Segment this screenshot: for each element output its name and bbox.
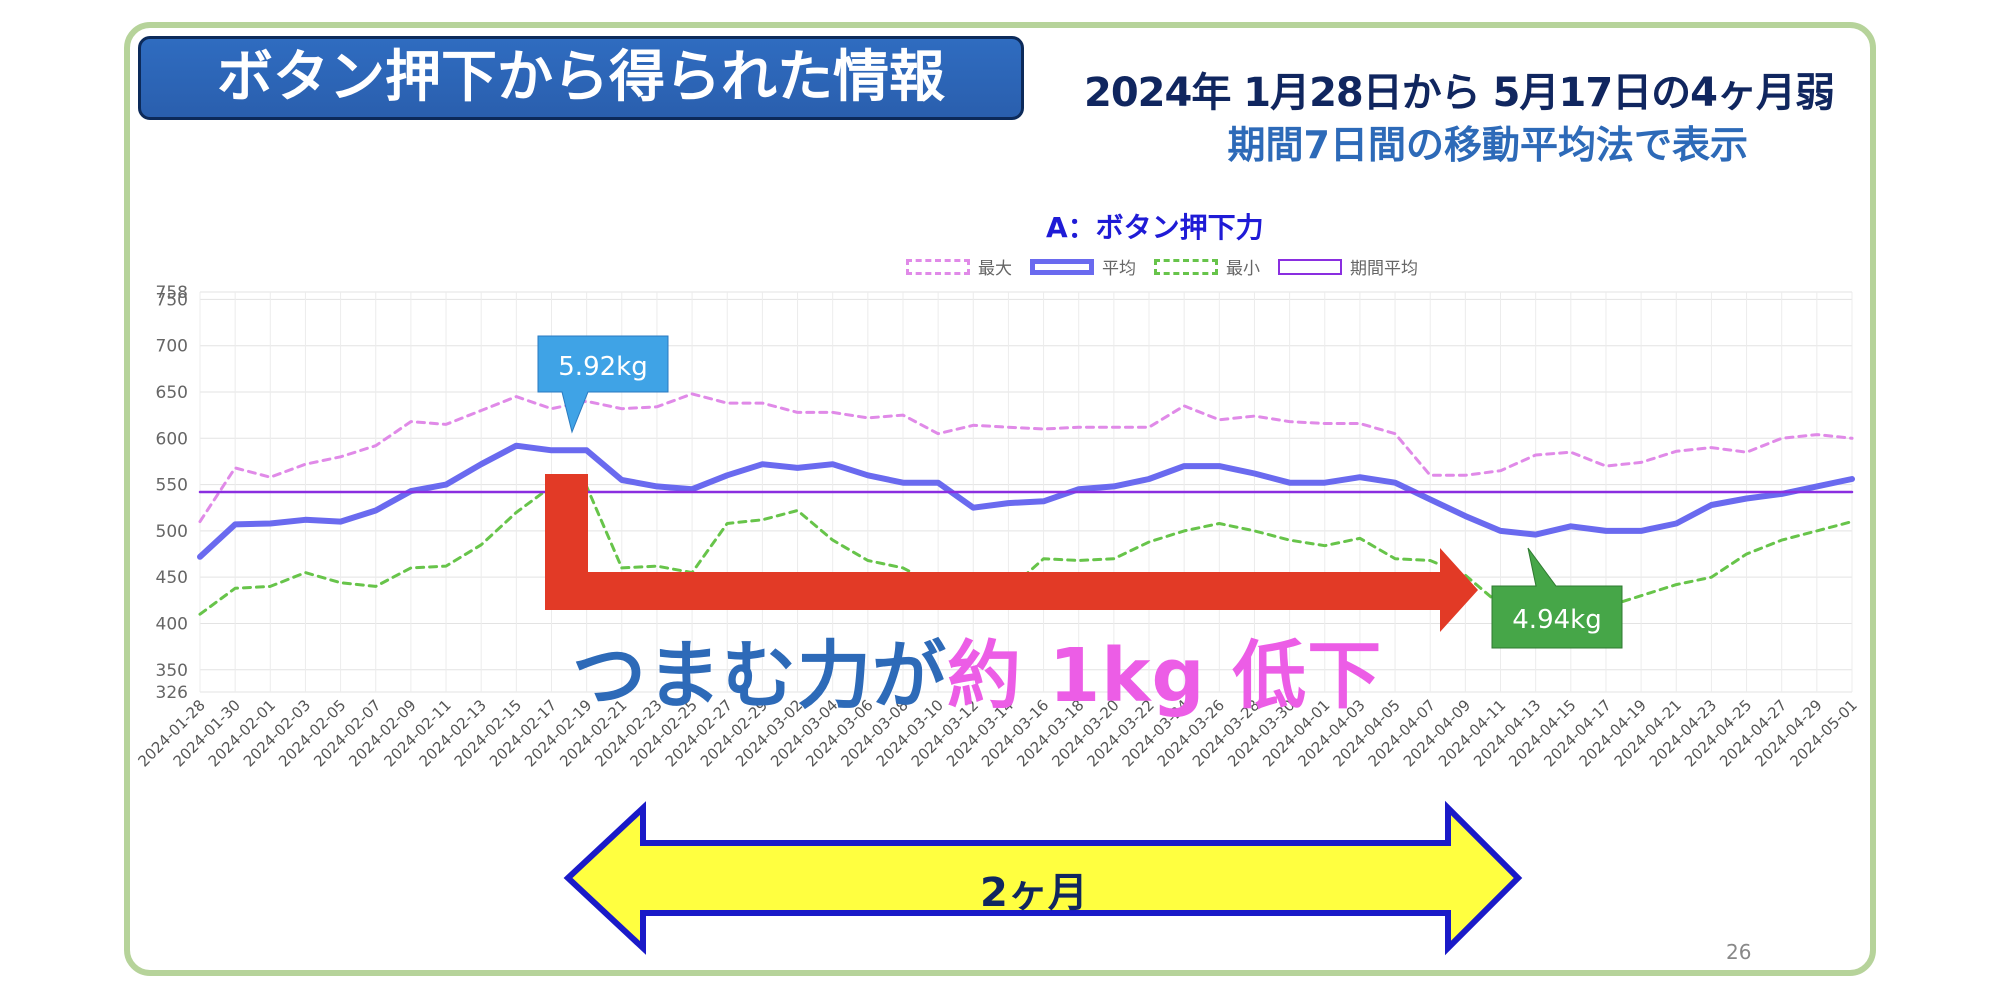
y-tick-label: 500 (156, 522, 188, 542)
chart-legend: 最大 平均 最小 期間平均 (906, 254, 1436, 279)
slide-title: ボタン押下から得られた情報 (138, 36, 1024, 120)
legend-item-max[interactable]: 最大 (906, 254, 1012, 279)
legend-label-max: 最大 (978, 259, 1012, 279)
y-tick-label: 450 (156, 568, 188, 588)
method-text: 期間7日間の移動平均法で表示 (1227, 123, 1748, 167)
y-tick-label: 350 (156, 661, 188, 681)
span-label: 2ヶ月 (980, 870, 1088, 916)
decline-part2: 約 1kg 低下 (947, 633, 1383, 719)
decline-part1: つまむ力が (572, 633, 947, 719)
legend-item-avg[interactable]: 平均 (1030, 254, 1136, 279)
legend-swatch-min (1154, 258, 1218, 275)
series-line-0 (198, 392, 1854, 524)
overlay-layer: 5.92kg 4.94kg (537, 335, 1623, 956)
legend-swatch-period-avg (1278, 258, 1342, 275)
legend-swatch-max (906, 258, 970, 275)
max-callout-text: 5.92kg (558, 352, 647, 382)
y-tick-label: 700 (156, 337, 188, 357)
y-tick-label: 550 (156, 476, 188, 496)
min-callout-text: 4.94kg (1512, 605, 1601, 635)
y-tick-label: 326 (156, 683, 188, 703)
legend-item-min[interactable]: 最小 (1154, 254, 1260, 279)
legend-label-avg: 平均 (1102, 259, 1136, 279)
period-text: 2024年 1月28日から 5月17日の4ヶ月弱 (1083, 70, 1835, 116)
min-callout: 4.94kg (1491, 547, 1623, 649)
slide-frame (124, 22, 1876, 976)
decline-arrow (545, 474, 1478, 632)
y-tick-label: 400 (156, 614, 188, 634)
y-tick-label: 650 (156, 383, 188, 403)
max-callout: 5.92kg (537, 335, 669, 434)
y-tick-label: 600 (156, 429, 188, 449)
chart-title: A：ボタン押下力 (1046, 211, 1264, 244)
y-tick-label: 750 (156, 290, 188, 310)
series-line-1 (197, 442, 1855, 560)
y-tick-label: 758 (156, 283, 188, 303)
legend-label-min: 最小 (1226, 259, 1260, 279)
decline-message: つまむ力が約 1kg 低下 (572, 616, 1382, 723)
legend-item-period-avg[interactable]: 期間平均 (1278, 254, 1418, 279)
legend-label-period-avg: 期間平均 (1350, 259, 1418, 279)
page-number: 26 (1726, 940, 1752, 964)
legend-swatch-avg (1030, 258, 1094, 275)
span-double-arrow (563, 800, 1523, 956)
